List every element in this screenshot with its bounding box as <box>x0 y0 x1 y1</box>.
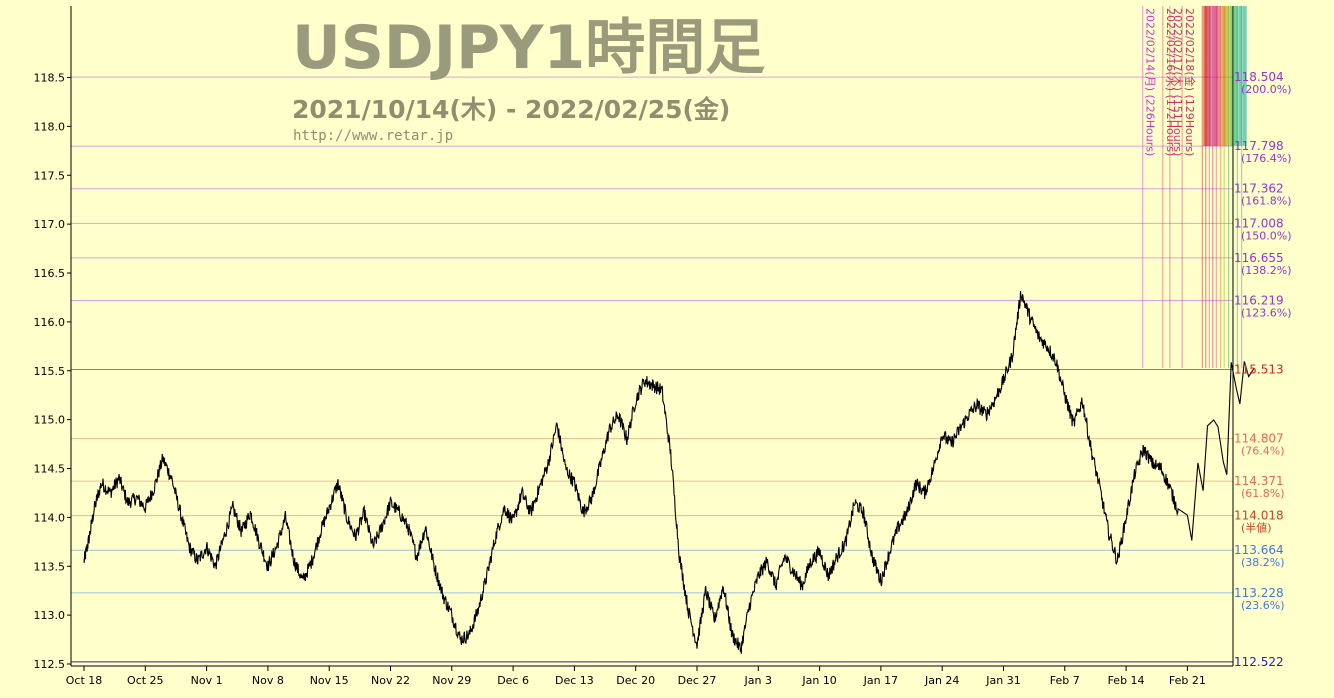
chart-titles: USDJPY1時間足 2021/10/14(木) - 2022/02/25(金)… <box>292 13 765 144</box>
y-tick-label: 115.0 <box>34 414 66 427</box>
x-tick-label: Jan 10 <box>801 674 836 687</box>
level-percent-label: (150.0%) <box>1241 229 1292 242</box>
level-value-label: 118.504 <box>1234 70 1284 84</box>
level-value-label: 114.371 <box>1234 474 1284 488</box>
chart-subtitle: 2021/10/14(木) - 2022/02/25(金) <box>292 95 730 124</box>
y-tick-label: 115.5 <box>34 365 66 378</box>
level-percent-label: (200.0%) <box>1241 83 1292 96</box>
x-tick-label: Nov 29 <box>432 674 471 687</box>
x-tick-label: Jan 3 <box>744 674 772 687</box>
level-value-label: 117.008 <box>1234 216 1284 230</box>
level-percent-label: (23.6%) <box>1241 599 1285 612</box>
level-percent-label: (76.4%) <box>1241 444 1285 457</box>
level-percent-label: (38.2%) <box>1241 556 1285 569</box>
level-value-label: 112.522 <box>1234 655 1284 669</box>
time-marker-label: 2022/02/18(金) (129Hours) <box>1183 8 1197 156</box>
x-tick-label: Feb 14 <box>1108 674 1145 687</box>
time-marker-label-stack <box>1221 6 1226 146</box>
level-labels: 118.504(200.0%) 117.798(176.4%) 117.362(16… <box>1234 70 1292 669</box>
level-value-label: 117.798 <box>1234 139 1284 153</box>
time-marker-label: 2022/02/17(木) (151Hours) <box>1171 8 1184 156</box>
time-marker-lines: 2022/02/14(月) (226Hours)2022/02/16(水) (1… <box>1142 6 1247 368</box>
time-marker-label-stack <box>1233 6 1238 146</box>
x-tick-label: Feb 7 <box>1050 674 1080 687</box>
time-marker-label-stack <box>1210 6 1215 146</box>
x-tick-label: Dec 27 <box>678 674 717 687</box>
level-value-label: 113.228 <box>1234 586 1284 600</box>
x-tick-label: Dec 20 <box>616 674 655 687</box>
time-marker-label-stack <box>1213 6 1218 146</box>
time-marker-label-stack <box>1206 6 1211 146</box>
y-tick-label: 112.5 <box>34 658 66 671</box>
level-percent-label: (161.8%) <box>1241 195 1292 208</box>
y-tick-label: 116.0 <box>34 316 66 329</box>
x-tick-label: Oct 18 <box>66 674 103 687</box>
level-value-label: 116.219 <box>1234 293 1284 307</box>
time-marker-label-stack <box>1238 6 1243 146</box>
x-tick-label: Nov 22 <box>371 674 410 687</box>
level-percent-label: (138.2%) <box>1241 264 1292 277</box>
level-value-label: 117.362 <box>1234 182 1284 196</box>
x-tick-label: Nov 1 <box>191 674 223 687</box>
x-tick-label: Dec 13 <box>555 674 594 687</box>
x-tick-label: Jan 24 <box>924 674 959 687</box>
y-tick-label: 113.5 <box>34 560 66 573</box>
x-tick-label: Dec 6 <box>497 674 529 687</box>
y-tick-label: 114.5 <box>34 463 66 476</box>
y-tick-label: 116.5 <box>34 267 66 280</box>
y-tick-label: 114.0 <box>34 511 66 524</box>
x-tick-label: Nov 8 <box>252 674 284 687</box>
time-marker-label-stack <box>1225 6 1230 146</box>
y-tick-label: 117.0 <box>34 218 66 231</box>
level-percent-label: (123.6%) <box>1241 306 1292 319</box>
level-value-label: 116.655 <box>1234 251 1284 265</box>
chart-source: http://www.retar.jp <box>293 128 453 144</box>
level-value-label: 114.807 <box>1234 431 1284 445</box>
y-tick-label: 117.5 <box>34 169 66 182</box>
y-tick-label: 113.0 <box>34 609 66 622</box>
price-series <box>83 291 1255 654</box>
x-tick-label: Jan 17 <box>863 674 898 687</box>
time-marker-label: 2022/02/14(月) (226Hours) <box>1144 8 1157 156</box>
level-percent-label: (176.4%) <box>1241 152 1292 165</box>
fibonacci-level-lines <box>71 76 1233 663</box>
time-marker-label-stack <box>1203 6 1208 146</box>
price-line <box>83 291 1255 654</box>
y-tick-label: 118.5 <box>34 72 66 85</box>
chart-title: USDJPY1時間足 <box>292 13 765 83</box>
level-value-label: 115.513 <box>1234 362 1284 376</box>
time-marker-label-stack <box>1242 6 1247 146</box>
chart-axes: 112.5 113.0 113.5 114.0 114.5 115.0 115.5 116.0… <box>34 6 1234 687</box>
time-marker-label-stack <box>1217 6 1222 146</box>
level-value-label: 114.018 <box>1234 509 1284 523</box>
x-tick-label: Feb 21 <box>1169 674 1206 687</box>
x-tick-label: Oct 25 <box>127 674 164 687</box>
x-tick-label: Jan 31 <box>985 674 1020 687</box>
level-value-label: 113.664 <box>1234 543 1284 557</box>
y-tick-label: 118.0 <box>34 120 66 133</box>
level-percent-label: (61.8%) <box>1241 487 1285 500</box>
level-percent-label: (半値) <box>1241 521 1272 535</box>
time-marker-label-stack <box>1229 6 1234 146</box>
x-tick-label: Nov 15 <box>310 674 349 687</box>
